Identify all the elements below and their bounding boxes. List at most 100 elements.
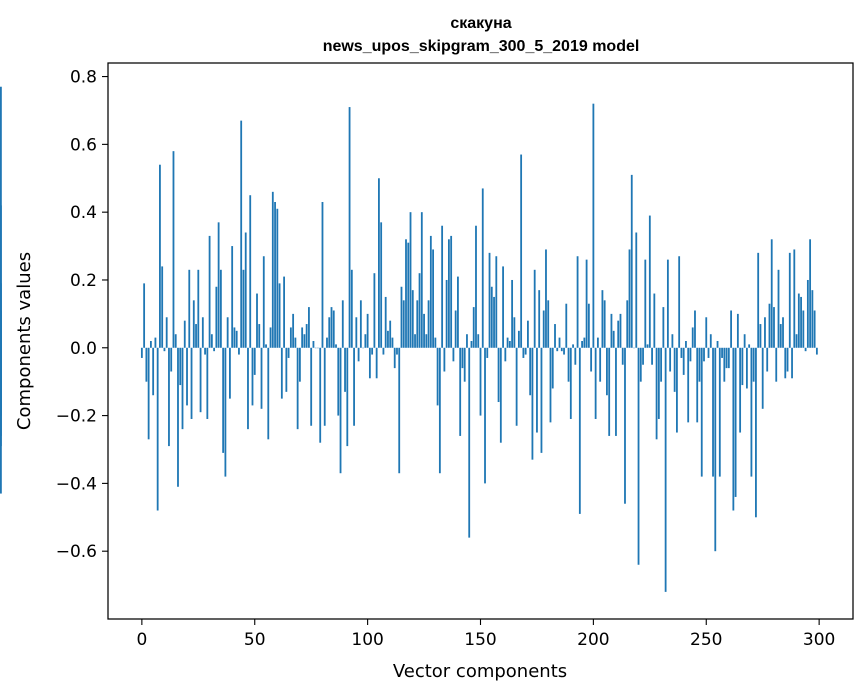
bar — [669, 347, 672, 372]
bar — [563, 347, 565, 355]
bar — [619, 313, 622, 348]
bar — [260, 347, 263, 409]
bar — [195, 324, 197, 348]
bar — [174, 334, 177, 348]
bar — [231, 246, 234, 348]
bar — [791, 347, 793, 379]
bar — [689, 347, 692, 362]
bar — [800, 296, 802, 348]
bar — [664, 347, 667, 592]
bar — [163, 347, 166, 352]
y-tick-label: −0.6 — [56, 542, 97, 562]
bar — [779, 324, 782, 348]
bar — [172, 151, 175, 348]
bar — [578, 347, 581, 514]
bar — [691, 327, 694, 348]
bar — [188, 269, 191, 348]
bar — [687, 347, 690, 423]
bar — [274, 202, 276, 348]
bar — [355, 317, 358, 348]
bar — [326, 337, 328, 348]
x-axis-label: Vector components — [393, 661, 567, 682]
bar — [529, 347, 532, 396]
bar — [298, 347, 301, 382]
bar — [556, 347, 559, 352]
bar — [235, 330, 238, 348]
bar — [703, 347, 705, 362]
bar — [296, 347, 299, 430]
bar — [168, 347, 170, 447]
bar — [373, 273, 376, 348]
bar — [190, 347, 193, 419]
bar — [592, 103, 595, 348]
bar — [743, 334, 746, 348]
bar — [224, 347, 227, 477]
bar — [222, 347, 225, 453]
bar — [682, 347, 685, 375]
bar — [396, 347, 398, 355]
bar — [671, 334, 674, 348]
bar — [423, 313, 425, 348]
bar — [517, 330, 520, 348]
bar — [596, 337, 599, 348]
bar — [226, 317, 229, 348]
bar — [712, 347, 714, 477]
bar — [676, 347, 678, 433]
x-tick-label: 300 — [803, 630, 835, 650]
bar — [662, 307, 665, 348]
bar — [414, 334, 416, 348]
bar — [271, 191, 274, 348]
bar — [730, 310, 732, 348]
bar — [447, 239, 450, 348]
bar — [481, 188, 484, 348]
bar — [206, 347, 209, 419]
bar — [815, 347, 818, 355]
bar — [240, 120, 243, 348]
bar — [637, 347, 640, 565]
bar — [348, 107, 351, 348]
bar — [813, 310, 816, 348]
bars — [0, 86, 818, 592]
bar — [694, 310, 696, 348]
bar — [718, 347, 721, 477]
bar — [294, 337, 297, 348]
bar — [429, 235, 432, 348]
bar — [660, 347, 663, 382]
bar — [346, 347, 349, 447]
bar — [572, 344, 574, 348]
bar — [786, 347, 789, 372]
bar — [229, 347, 231, 399]
bar — [666, 259, 669, 348]
bar — [601, 290, 604, 348]
bar — [508, 341, 511, 348]
bar — [773, 307, 775, 348]
bar — [267, 347, 270, 440]
bar — [560, 347, 563, 352]
bar — [387, 330, 389, 348]
bar — [603, 300, 606, 348]
chart-subtitle: news_upos_skipgram_300_5_2019 model — [323, 38, 640, 55]
bar — [416, 300, 419, 348]
bar — [425, 334, 428, 348]
bar — [156, 347, 159, 511]
x-tick-label: 200 — [577, 630, 609, 650]
bar — [301, 327, 304, 348]
bar — [540, 347, 543, 453]
bar — [750, 347, 753, 477]
bar — [727, 347, 730, 369]
bar — [673, 347, 676, 392]
bar — [565, 303, 568, 348]
y-tick-label: 0.4 — [70, 203, 97, 223]
bar — [292, 313, 295, 348]
bar — [375, 347, 378, 379]
bar — [265, 344, 267, 348]
bar — [806, 279, 809, 348]
bar — [696, 347, 699, 423]
bar — [554, 324, 556, 348]
bar — [427, 300, 430, 348]
bar — [651, 347, 653, 365]
bar — [398, 347, 401, 474]
bar — [210, 334, 213, 348]
bar — [454, 310, 457, 348]
bar — [461, 347, 464, 369]
